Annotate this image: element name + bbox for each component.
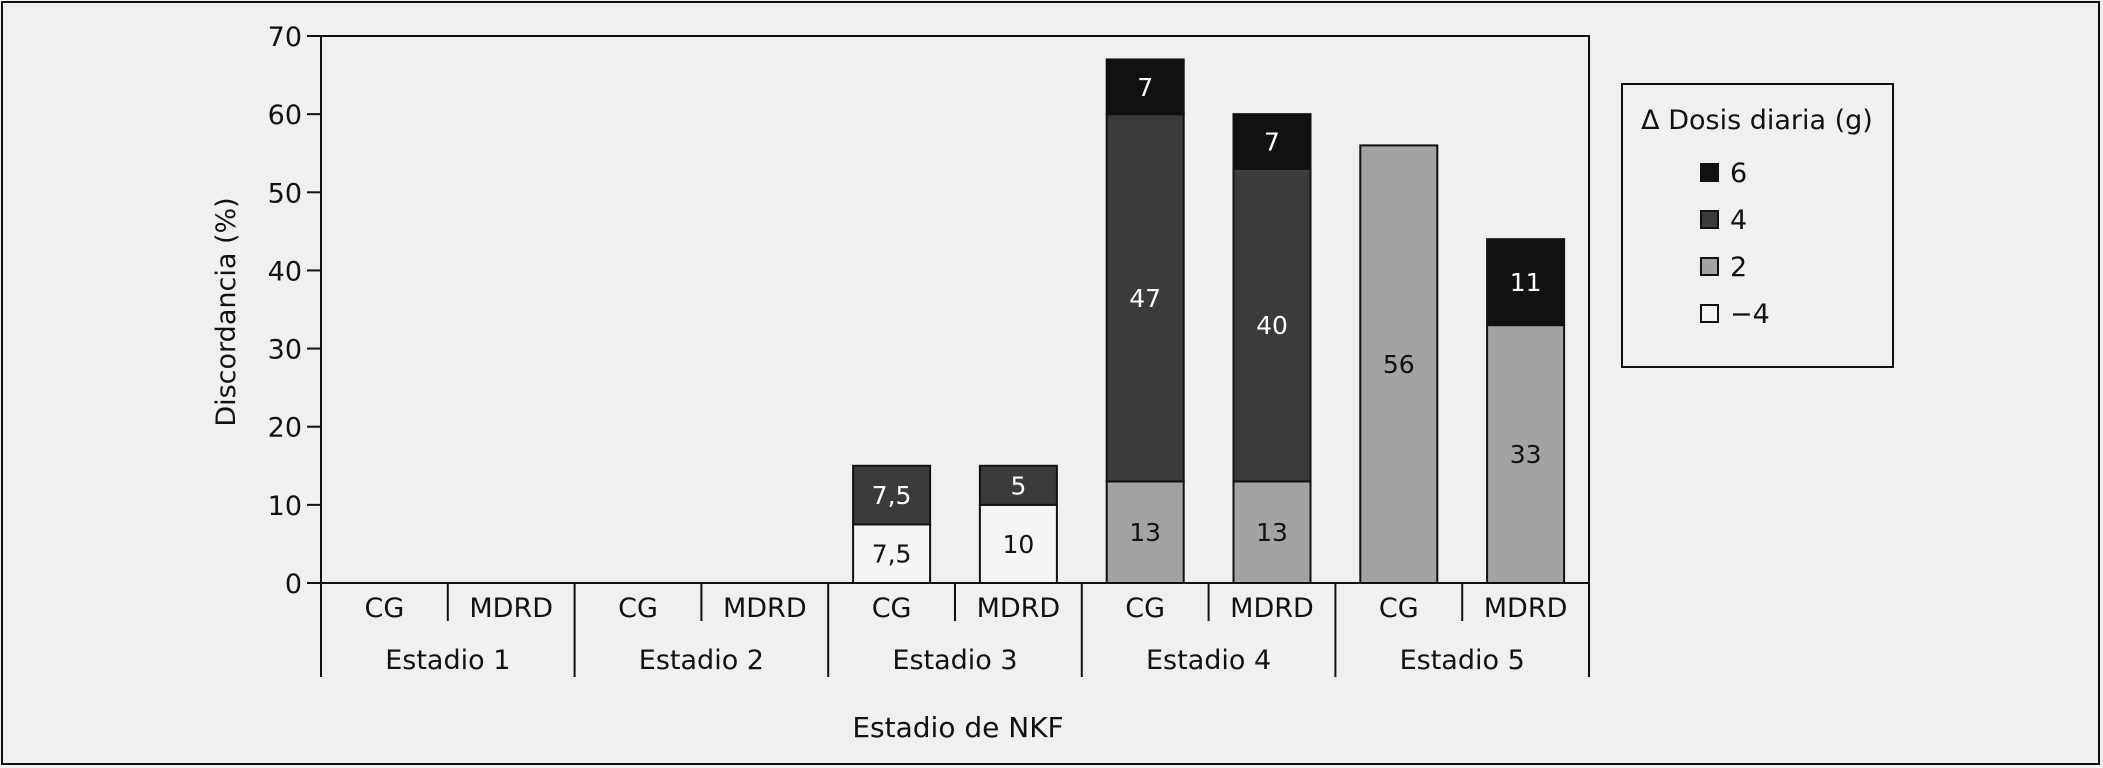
y-tick-label: 40 xyxy=(268,256,302,287)
legend-item: 6 xyxy=(1700,158,1747,189)
bar-segment xyxy=(978,464,1058,506)
group-label: Estadio 1 xyxy=(385,645,510,676)
y-tick-label: 60 xyxy=(268,100,302,131)
legend-swatch xyxy=(1700,257,1719,276)
legend-label: 4 xyxy=(1730,205,1747,236)
data-label: 13 xyxy=(1129,518,1161,547)
x-tick-label: CG xyxy=(618,593,658,624)
x-tick-label: MDRD xyxy=(977,593,1061,624)
y-axis-label: Discordancia (%) xyxy=(211,197,242,426)
data-label: 33 xyxy=(1510,440,1542,469)
x-axis: CG MDRD CG MDRD CG MDRD CG MDRD CG MDRD Estadio 1 E… xyxy=(307,582,1590,677)
bar-segment xyxy=(1105,58,1185,116)
data-label: 7 xyxy=(1264,127,1280,156)
legend-swatch xyxy=(1700,163,1719,182)
legend: Δ Dosis diaria (g) 6 4 2 −4 xyxy=(1621,83,1894,368)
bars: 7,5 7,5 10 5 13 47 7 13 40 7 56 33 11 xyxy=(852,58,1566,585)
x-tick-label: MDRD xyxy=(723,593,807,624)
bar-segment xyxy=(1486,238,1566,327)
y-tick-label: 50 xyxy=(268,178,302,209)
legend-label: 6 xyxy=(1730,158,1747,189)
x-axis-label: Estadio de NKF xyxy=(852,711,1063,744)
legend-swatch xyxy=(1700,210,1719,229)
legend-item: 2 xyxy=(1700,252,1747,283)
data-label: 7 xyxy=(1137,73,1153,102)
y-tick-label: 20 xyxy=(268,413,302,444)
y-tick-label: 0 xyxy=(285,569,302,600)
bar-segment xyxy=(852,464,932,526)
x-tick-label: MDRD xyxy=(1230,593,1314,624)
y-tick-label: 10 xyxy=(268,491,302,522)
x-tick-label: MDRD xyxy=(1484,593,1568,624)
data-label: 13 xyxy=(1256,518,1288,547)
bar-segment xyxy=(1359,144,1439,584)
data-label: 56 xyxy=(1383,350,1415,379)
x-tick-label: CG xyxy=(1379,593,1419,624)
legend-items: 6 4 2 −4 xyxy=(1700,158,1770,330)
legend-label: 2 xyxy=(1730,252,1747,283)
y-tick-label: 30 xyxy=(268,335,302,366)
legend-swatch xyxy=(1700,304,1719,323)
data-label: 40 xyxy=(1256,311,1288,340)
x-tick-label: CG xyxy=(1125,593,1165,624)
data-label: 10 xyxy=(1002,530,1034,559)
group-label: Estadio 3 xyxy=(892,645,1017,676)
group-label: Estadio 2 xyxy=(639,645,764,676)
bar-segment xyxy=(1232,113,1312,170)
data-label: 11 xyxy=(1510,268,1542,297)
data-label: 7,5 xyxy=(872,481,912,510)
data-label: 47 xyxy=(1129,284,1161,313)
bar-segment xyxy=(1486,324,1566,584)
data-label: 7,5 xyxy=(872,540,912,569)
bar-segment xyxy=(1232,167,1312,483)
bar-segment xyxy=(1232,480,1312,584)
bar-segment xyxy=(1105,480,1185,584)
x-tick-label: CG xyxy=(872,593,912,624)
legend-item: −4 xyxy=(1700,299,1770,330)
bar-segment xyxy=(1105,113,1185,483)
x-tick-label: CG xyxy=(365,593,405,624)
legend-title: Δ Dosis diaria (g) xyxy=(1641,105,1873,136)
y-axis: 0 10 20 30 40 50 60 70 xyxy=(268,22,321,600)
data-label: 5 xyxy=(1010,471,1026,500)
y-tick-label: 70 xyxy=(268,22,302,53)
x-tick-label: MDRD xyxy=(469,593,553,624)
legend-box xyxy=(1621,83,1894,368)
group-label: Estadio 4 xyxy=(1146,645,1271,676)
legend-label: −4 xyxy=(1730,299,1770,330)
legend-item: 4 xyxy=(1700,205,1747,236)
group-label: Estadio 5 xyxy=(1400,645,1525,676)
